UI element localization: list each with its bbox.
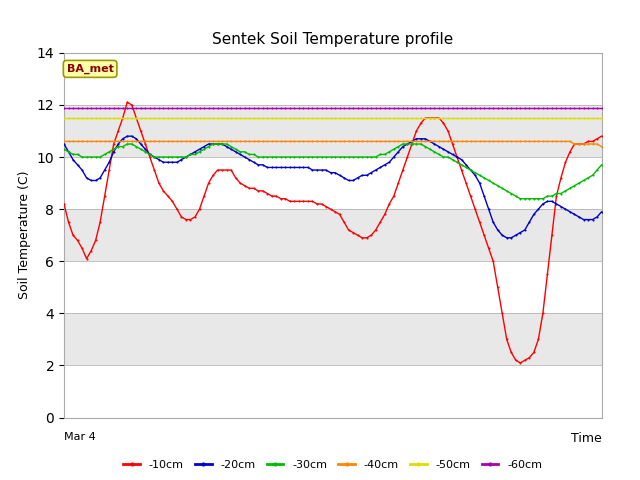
Bar	[64, 261, 602, 313]
Title: Sentek Soil Temperature profile: Sentek Soil Temperature profile	[212, 33, 453, 48]
Text: Mar 4: Mar 4	[64, 432, 96, 442]
Legend: -10cm, -20cm, -30cm, -40cm, -50cm, -60cm: -10cm, -20cm, -30cm, -40cm, -50cm, -60cm	[119, 456, 547, 474]
Bar	[64, 105, 602, 157]
Y-axis label: Soil Temperature (C): Soil Temperature (C)	[18, 171, 31, 300]
Bar	[64, 53, 602, 105]
Bar	[64, 365, 602, 418]
Text: BA_met: BA_met	[67, 64, 113, 74]
Bar	[64, 209, 602, 261]
Text: Time: Time	[571, 432, 602, 445]
Bar	[64, 157, 602, 209]
Bar	[64, 313, 602, 365]
